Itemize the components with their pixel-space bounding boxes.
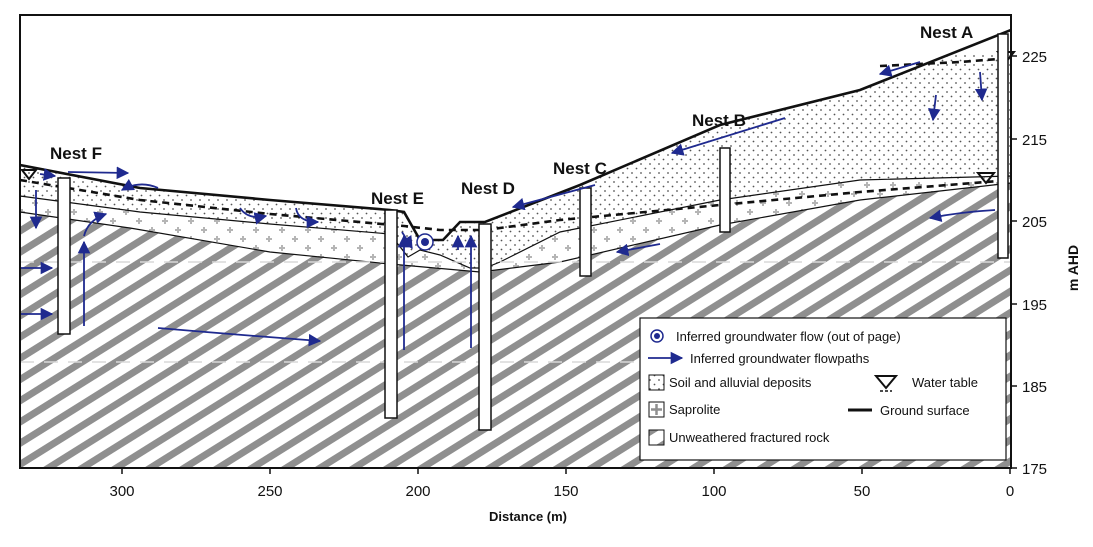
x-tick-label: 200 [405, 483, 430, 500]
legend-label: Ground surface [880, 403, 970, 418]
soil-legend-swatch [648, 374, 665, 391]
flow-arrow [67, 166, 130, 180]
x-tick-label: 150 [553, 483, 578, 500]
y-tick-label: 195 [1022, 297, 1047, 314]
ground-surface-line [20, 28, 1011, 242]
legend-label: Inferred groundwater flow (out of page) [676, 329, 901, 344]
flow-arrow [83, 211, 108, 237]
nest-label: Nest E [371, 189, 424, 208]
nest-label: Nest C [553, 159, 607, 178]
y-tick-label: 215 [1022, 132, 1047, 149]
bore-nest-f [57, 177, 71, 335]
legend-label: Saprolite [669, 402, 720, 417]
geology-layers [20, 15, 1011, 468]
flow-arrow [157, 327, 322, 347]
water-table-line [20, 178, 1011, 232]
plot-frame [19, 14, 1012, 469]
flow-arrow [928, 209, 996, 222]
legend-label: Inferred groundwater flowpaths [690, 351, 870, 366]
legend-label: Soil and alluvial deposits [669, 375, 812, 390]
x-tick-label: 250 [257, 483, 282, 500]
legend-label: Unweathered fractured rock [669, 430, 830, 445]
flow-arrow [928, 94, 941, 122]
flow-arrow [120, 178, 159, 191]
bore-nest-b [719, 147, 731, 233]
groundwater-flow-arrows [20, 61, 996, 350]
y-tick-label: 185 [1022, 379, 1047, 396]
upper-water-table-line [879, 56, 1011, 68]
nest-label: Nest D [461, 179, 515, 198]
flow-arrow [878, 61, 921, 77]
water-table-legend-icon [873, 375, 899, 390]
flow-arrow [615, 243, 661, 257]
bore-nest-a [997, 33, 1009, 259]
x-tick-label: 0 [1006, 483, 1014, 500]
out-of-page-flow-marker [416, 233, 434, 251]
nest-labels: Nest A Nest B Nest C Nest D Nest E Nest … [50, 23, 973, 208]
flow-arrow [400, 231, 413, 250]
rock-legend-swatch [648, 429, 665, 446]
x-tick-label: 300 [109, 483, 134, 500]
y-tick-label: 175 [1022, 461, 1047, 478]
nest-label: Nest A [920, 23, 973, 42]
x-tick-label: 50 [854, 483, 871, 500]
axes: 300 250 200 150 100 50 0 Distance (m) 22… [19, 14, 1081, 524]
flow-arrow [295, 207, 320, 229]
legend: Inferred groundwater flow (out of page) … [639, 317, 1007, 461]
bore-nest-d [478, 223, 492, 431]
flow-arrow [511, 184, 596, 211]
piezometer-bores [57, 33, 1009, 431]
flow-arrow [239, 207, 268, 225]
water-table-symbol [19, 169, 39, 181]
flow-arrow [974, 71, 988, 102]
x-tick-label: 100 [701, 483, 726, 500]
soil-layer [20, 30, 1011, 268]
bore-nest-c [579, 187, 592, 277]
legend-label: Water table [912, 375, 978, 390]
y-axis-title: m AHD [1065, 245, 1081, 291]
flow-arrow [670, 117, 786, 156]
y-tick-label: 225 [1022, 49, 1047, 66]
nest-label: Nest B [692, 111, 746, 130]
sky-region [20, 15, 1011, 240]
flow-arrow [39, 168, 57, 181]
x-axis-title: Distance (m) [489, 509, 567, 524]
bore-nest-e [384, 209, 398, 419]
water-table-symbol [975, 172, 997, 185]
y-tick-label: 205 [1022, 214, 1047, 231]
nest-label: Nest F [50, 144, 102, 163]
